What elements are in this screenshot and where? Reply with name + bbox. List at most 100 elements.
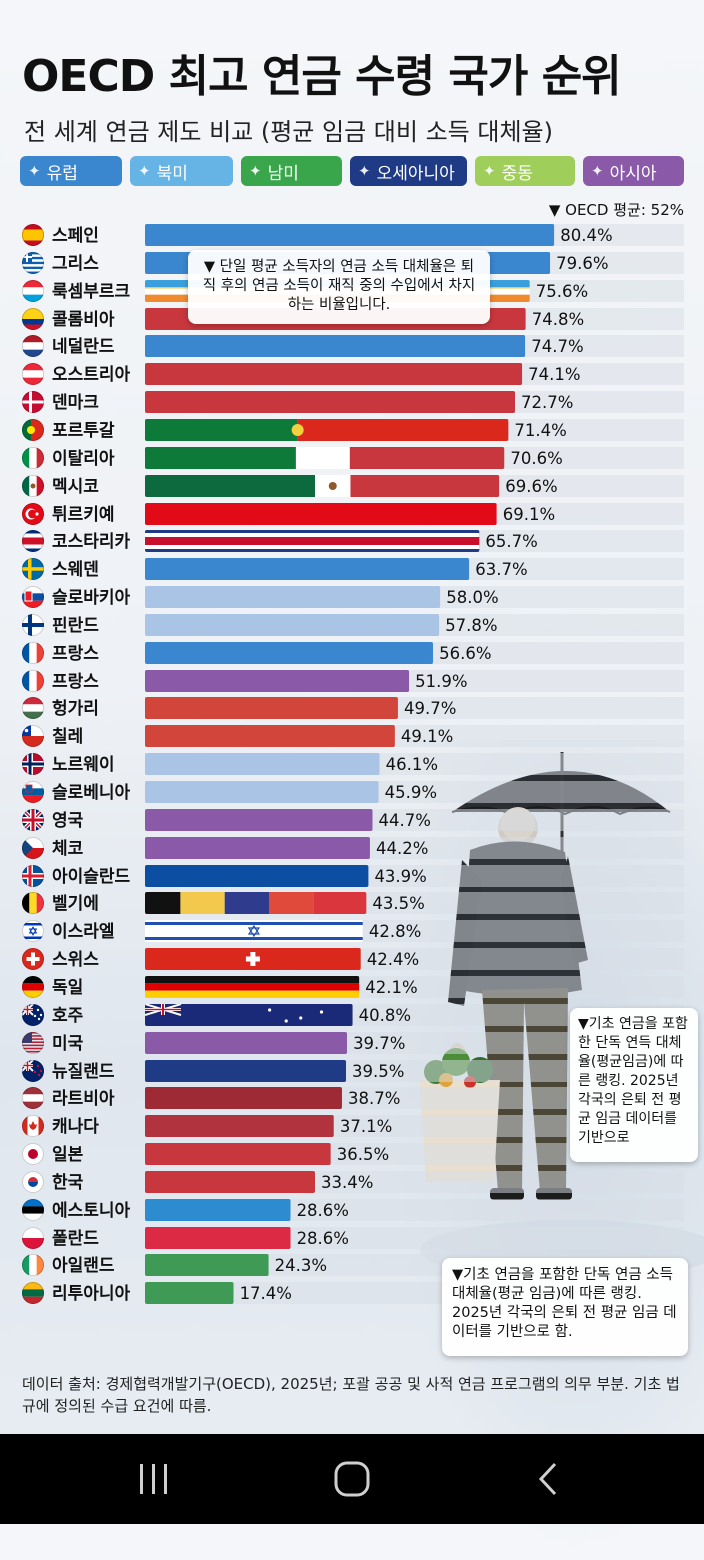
value-label: 63.7% <box>475 560 527 579</box>
bar <box>145 697 398 719</box>
value-label: 39.5% <box>352 1062 404 1081</box>
country-label: 슬로바키아 <box>52 588 131 608</box>
value-label: 44.7% <box>379 811 431 830</box>
country-label: 체코 <box>52 839 84 859</box>
bar <box>145 530 480 552</box>
flag-cl-icon <box>22 725 44 747</box>
bar <box>145 642 434 664</box>
country-label: 캐나다 <box>52 1117 99 1137</box>
flag-cr-icon <box>22 530 44 552</box>
country-label: 이스라엘 <box>52 922 115 942</box>
value-label: 39.7% <box>353 1034 405 1053</box>
legend-label: 북미 <box>156 163 188 184</box>
country-label: 아일랜드 <box>52 1256 115 1276</box>
bar <box>145 976 360 998</box>
bar <box>145 1004 353 1026</box>
data-source-note: 데이터 출처: 경제협력개발기구(OECD), 2025년; 포괄 공공 및 사… <box>22 1375 680 1415</box>
bar <box>145 558 470 580</box>
flag-il-icon <box>22 920 44 942</box>
country-label: 노르웨이 <box>52 755 115 775</box>
country-label: 한국 <box>52 1173 84 1193</box>
europe-map-icon: ✦ <box>28 162 41 180</box>
value-label: 51.9% <box>415 672 467 691</box>
oceania-map-icon: ✦ <box>358 162 371 180</box>
bar <box>145 865 369 887</box>
system-navigation-bar <box>0 1434 704 1524</box>
bar <box>145 335 526 357</box>
legend-label: 유럽 <box>46 163 78 184</box>
flag-fr-icon <box>22 642 44 664</box>
flag-lv-icon <box>22 1087 44 1109</box>
flag-dk-icon <box>22 391 44 413</box>
definition-callout: ▼ 단일 평균 소득자의 연금 소득 대체율은 퇴직 후의 연금 소득이 재직 … <box>188 250 490 324</box>
flag-pt-icon <box>22 419 44 441</box>
legend-asia: ✦ 아시아 <box>583 156 684 186</box>
value-label: 74.7% <box>531 337 583 356</box>
country-label: 슬로베니아 <box>52 783 131 803</box>
bar <box>145 1060 347 1082</box>
bar <box>145 447 505 469</box>
bar <box>145 892 367 914</box>
flag-ee-icon <box>22 1199 44 1221</box>
bar <box>145 1282 234 1304</box>
country-label: 이탈리아 <box>52 448 115 469</box>
bar <box>145 920 363 942</box>
country-label: 헝가리 <box>52 698 99 719</box>
flag-gr-icon <box>22 252 44 274</box>
value-label: 38.7% <box>348 1089 400 1108</box>
value-label: 17.4% <box>240 1284 292 1303</box>
flag-de-icon <box>22 976 44 998</box>
flag-fi-icon <box>22 614 44 636</box>
bar <box>145 809 373 831</box>
bar <box>145 837 370 859</box>
flag-gb-icon <box>22 809 44 831</box>
country-label: 스위스 <box>52 950 99 970</box>
country-label: 스웨덴 <box>52 560 99 580</box>
flag-it-icon <box>22 447 44 469</box>
bar <box>145 1115 334 1137</box>
country-label: 콜롬비아 <box>52 310 115 330</box>
bar <box>145 391 516 413</box>
value-label: 46.1% <box>386 755 438 774</box>
flag-au-icon <box>22 1004 44 1026</box>
bar <box>145 1254 269 1276</box>
value-label: 57.8% <box>445 616 497 635</box>
ranking-note-callout-bottom: ▼기초 연금을 포함한 단독 연금 소득 대체율(평균 임금)에 따른 랭킹. … <box>442 1258 688 1356</box>
value-label: 45.9% <box>385 783 437 802</box>
back-button[interactable] <box>518 1456 578 1502</box>
value-label: 72.7% <box>521 393 573 412</box>
asia-map-icon: ✦ <box>591 162 604 180</box>
flag-be-icon <box>22 892 44 914</box>
legend-label: 아시아 <box>609 163 657 184</box>
home-icon <box>334 1461 370 1497</box>
country-label: 프랑스 <box>52 644 99 664</box>
legend-oceania: ✦ 오세아니아 <box>350 156 467 186</box>
value-label: 42.8% <box>369 922 421 941</box>
country-label: 멕시코 <box>52 477 99 497</box>
country-label: 덴마크 <box>52 393 99 413</box>
bar <box>145 725 395 747</box>
value-label: 37.1% <box>340 1117 392 1136</box>
bar <box>145 363 523 385</box>
value-label: 44.2% <box>376 839 428 858</box>
flag-se-icon <box>22 558 44 580</box>
value-label: 28.6% <box>297 1201 349 1220</box>
flag-us-icon <box>22 1032 44 1054</box>
flag-mx-icon <box>22 475 44 497</box>
country-label: 호주 <box>52 1006 84 1026</box>
value-label: 56.6% <box>439 644 491 663</box>
country-label: 벨기에 <box>52 894 99 914</box>
home-button[interactable] <box>322 1456 382 1502</box>
value-label: 43.5% <box>372 894 424 913</box>
value-label: 79.6% <box>556 254 608 273</box>
flag-lu-icon <box>22 280 44 302</box>
value-label: 80.4% <box>560 226 612 245</box>
value-label: 49.1% <box>401 727 453 746</box>
recent-apps-button[interactable] <box>124 1456 184 1502</box>
flag-cz-icon <box>22 837 44 859</box>
flag-jp-icon <box>22 1143 44 1165</box>
value-label: 33.4% <box>321 1173 373 1192</box>
value-label: 49.7% <box>404 699 456 718</box>
bar <box>145 586 441 608</box>
back-icon <box>538 1462 557 1496</box>
